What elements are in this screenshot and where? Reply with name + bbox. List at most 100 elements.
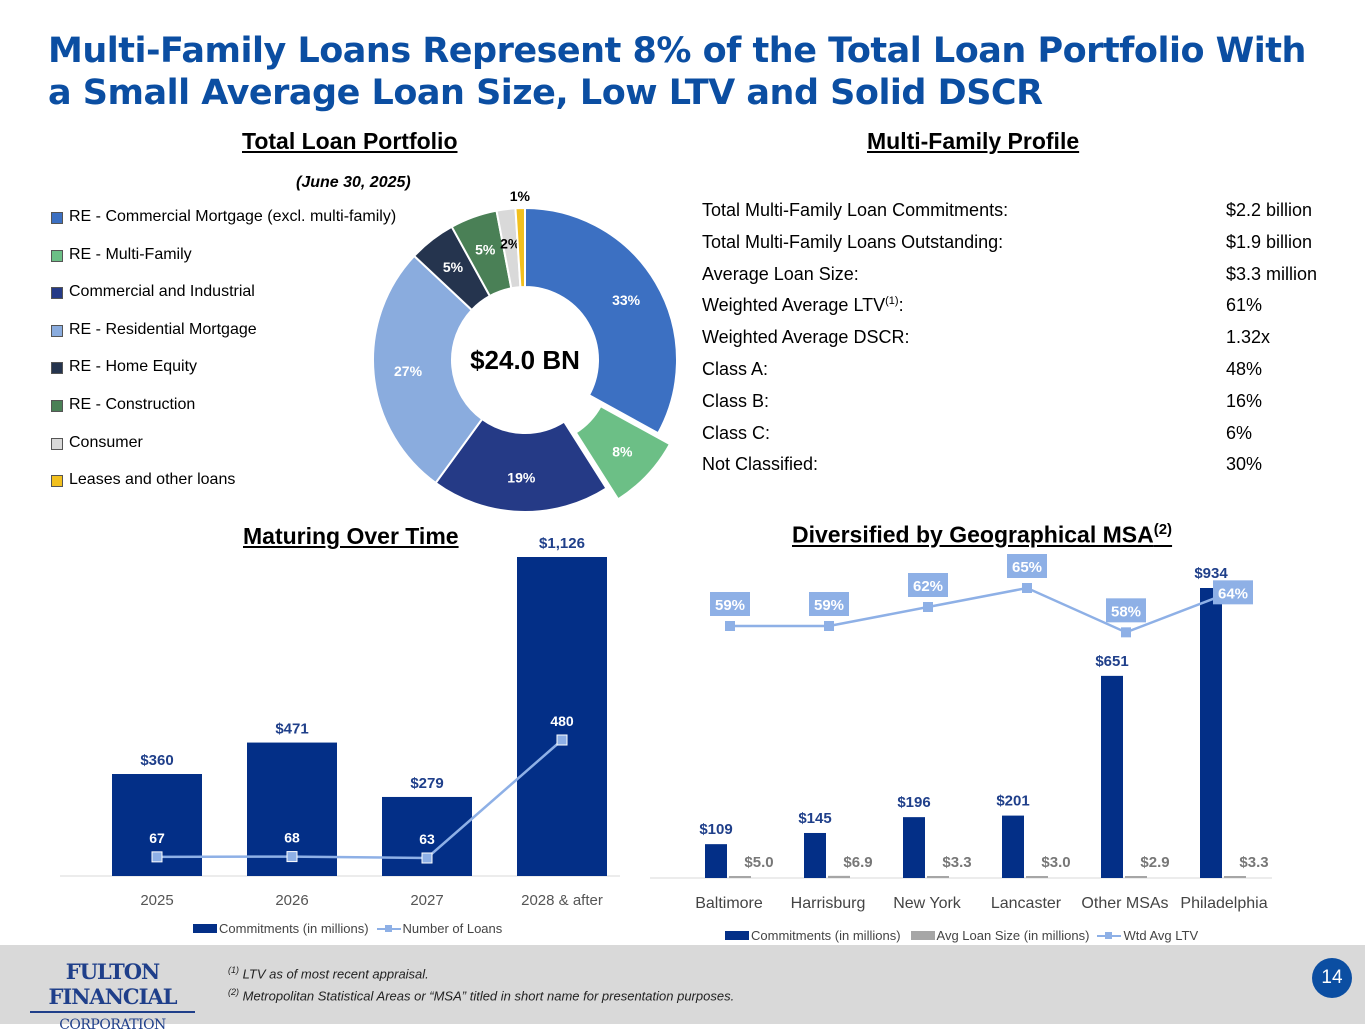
legend-swatch — [51, 250, 63, 262]
legend-swatch — [51, 362, 63, 374]
bar-value-label: $109 — [699, 821, 732, 838]
footnote-2-text: Metropolitan Statistical Areas or “MSA” … — [239, 989, 734, 1004]
x-tick-label: Other MSAs — [1081, 895, 1168, 912]
loans-value-label: 480 — [550, 713, 574, 729]
bar-value-label: $360 — [140, 752, 173, 769]
bar-value-label: $201 — [996, 793, 1029, 810]
legend-bar-swatch — [725, 931, 749, 940]
x-tick-label: Lancaster — [991, 895, 1062, 912]
profile-label: Not Classified: — [702, 454, 1226, 486]
bar-value-label: $651 — [1095, 653, 1128, 670]
x-tick-label: 2026 — [275, 892, 308, 909]
company-logo: FULTON FINANCIAL CORPORATION — [30, 959, 195, 1033]
bar-value-label: $934 — [1194, 565, 1228, 582]
legend-commitments-label: Commitments (in millions) — [751, 928, 901, 943]
profile-row: Class B: 16% — [702, 391, 1342, 423]
profile-value: 61% — [1226, 295, 1262, 327]
loans-marker — [422, 853, 432, 863]
profile-value: 1.32x — [1226, 327, 1270, 359]
profile-label-sup: (1) — [885, 295, 898, 307]
pie-legend-item: Commercial and Industrial — [50, 283, 396, 321]
commitment-bar — [1101, 676, 1123, 878]
avg-size-label: $3.3 — [942, 854, 971, 871]
ltv-marker — [1121, 627, 1131, 637]
avg-size-bar — [1125, 876, 1147, 878]
legend-ltv-label: Wtd Avg LTV — [1123, 928, 1198, 943]
profile-label-text: Weighted Average DSCR: — [702, 327, 909, 347]
pie-legend-item: RE - Home Equity — [50, 358, 396, 396]
avg-size-bar — [828, 876, 850, 878]
legend-avg-size-swatch — [911, 931, 935, 940]
profile-row: Weighted Average DSCR: 1.32x — [702, 327, 1342, 359]
legend-swatch — [51, 438, 63, 450]
profile-value: 30% — [1226, 454, 1262, 486]
legend-swatch — [51, 325, 63, 337]
logo-line-1: FULTON FINANCIAL — [30, 959, 195, 1013]
legend-label: Consumer — [69, 434, 143, 452]
x-tick-label: Baltimore — [695, 895, 763, 912]
ltv-value-label: 58% — [1111, 603, 1141, 620]
avg-size-bar — [1224, 876, 1246, 878]
x-tick-label: Philadelphia — [1180, 895, 1267, 912]
msa-heading-text: Diversified by Geographical MSA — [792, 522, 1154, 548]
legend-label: Commercial and Industrial — [69, 283, 255, 301]
footnote-2: (2) Metropolitan Statistical Areas or “M… — [228, 983, 734, 1005]
bar-value-label: $471 — [275, 721, 308, 738]
avg-size-label: $3.3 — [1239, 854, 1268, 871]
profile-value: $3.3 million — [1226, 264, 1317, 296]
legend-line-swatch — [377, 928, 401, 930]
profile-label: Total Multi-Family Loans Outstanding: — [702, 232, 1226, 264]
x-tick-label: 2027 — [410, 892, 443, 909]
profile-label-suffix: : — [899, 295, 904, 315]
footnote-1-marker: (1) — [228, 965, 239, 975]
profile-row: Total Multi-Family Loans Outstanding: $1.… — [702, 232, 1342, 264]
x-tick-label: 2028 & after — [521, 892, 603, 909]
avg-size-label: $5.0 — [744, 854, 773, 871]
profile-label-text: Average Loan Size: — [702, 264, 859, 284]
ltv-marker — [725, 621, 735, 631]
profile-value: $2.2 billion — [1226, 200, 1312, 232]
footnote-1: (1) LTV as of most recent appraisal. — [228, 961, 734, 983]
ltv-value-label: 59% — [814, 597, 844, 614]
legend-line-swatch — [1097, 935, 1121, 937]
msa-heading-sup: (2) — [1154, 521, 1172, 538]
profile-value: $1.9 billion — [1226, 232, 1312, 264]
pie-legend-item: RE - Commercial Mortgage (excl. multi-fa… — [50, 208, 396, 246]
ltv-marker — [824, 621, 834, 631]
pie-legend-item: RE - Multi-Family — [50, 246, 396, 284]
profile-value: 48% — [1226, 359, 1262, 391]
ltv-value-label: 64% — [1218, 585, 1248, 602]
logo-line-2: CORPORATION — [30, 1017, 195, 1033]
loans-line — [157, 740, 562, 858]
page-number: 14 — [1312, 958, 1352, 998]
avg-size-bar — [927, 876, 949, 878]
profile-value: 16% — [1226, 391, 1262, 423]
profile-label: Class C: — [702, 423, 1226, 455]
profile-heading: Multi-Family Profile — [867, 128, 1079, 155]
page-title: Multi-Family Loans Represent 8% of the T… — [48, 30, 1318, 114]
pie-legend-item: Consumer — [50, 434, 396, 472]
slice-label: 5% — [443, 259, 464, 275]
profile-row: Weighted Average LTV(1): 61% — [702, 295, 1342, 327]
donut-chart: 33%8%19%27%5%5% 2%1%$24.0 BN — [360, 170, 690, 520]
pie-legend-item: RE - Residential Mortgage — [50, 321, 396, 359]
pie-legend-item: RE - Construction — [50, 396, 396, 434]
commitment-bar — [1002, 816, 1024, 878]
footnote-1-text: LTV as of most recent appraisal. — [239, 966, 429, 981]
legend-label: RE - Multi-Family — [69, 246, 192, 264]
maturing-chart: $360 2025 $471 2026 $279 2027 $1,126 2028 & aft… — [60, 525, 630, 920]
commitment-bar — [705, 844, 727, 878]
profile-row: Average Loan Size: $3.3 million — [702, 264, 1342, 296]
profile-label: Class B: — [702, 391, 1226, 423]
profile-label: Weighted Average DSCR: — [702, 327, 1226, 359]
slice-label: 33% — [612, 292, 641, 308]
profile-label: Average Loan Size: — [702, 264, 1226, 296]
msa-chart: $109 $5.0 Baltimore $145 $6.9 Harrisburg $196 $… — [650, 545, 1290, 920]
loans-value-label: 67 — [149, 830, 165, 846]
total-portfolio-heading: Total Loan Portfolio — [242, 128, 458, 155]
legend-label: Leases and other loans — [69, 471, 235, 489]
profile-row: Total Multi-Family Loan Commitments: $2.2… — [702, 200, 1342, 232]
bar-value-label: $196 — [897, 794, 930, 811]
slice-label: 1% — [510, 188, 531, 204]
profile-label-text: Total Multi-Family Loans Outstanding: — [702, 232, 1003, 252]
